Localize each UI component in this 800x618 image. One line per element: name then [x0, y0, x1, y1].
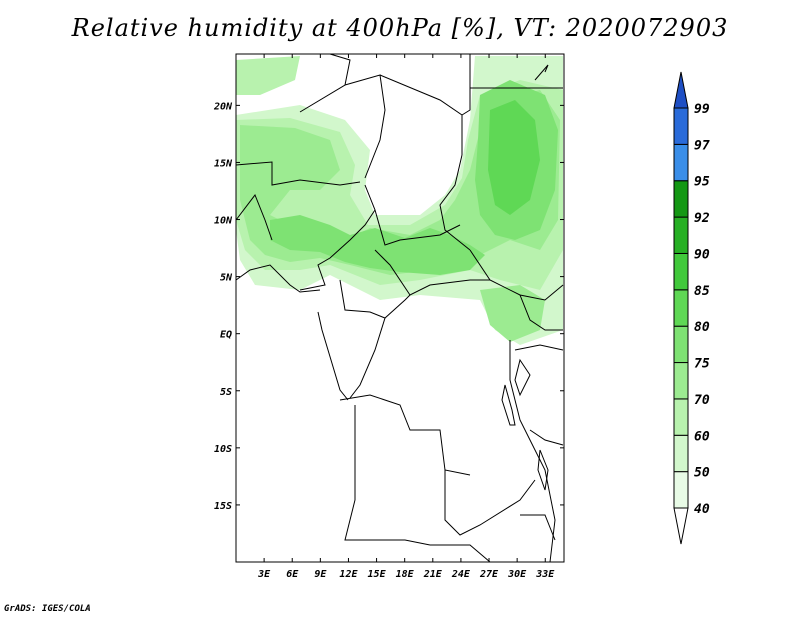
- colorbar-box: [673, 107, 689, 145]
- colorbar-boxes: [673, 71, 689, 545]
- border-east-lakes: [509, 340, 556, 563]
- border-mozambique: [520, 514, 556, 541]
- border-ghana-togo: [235, 193, 273, 241]
- border-niger-algeria: [299, 53, 351, 113]
- lat-label: 10N: [214, 216, 233, 227]
- border-namibia: [430, 544, 491, 563]
- colorbar-box: [673, 471, 689, 509]
- border-west-coast: [235, 264, 321, 293]
- border-lake-tanganyika: [501, 384, 516, 426]
- footer-credit: GrADS: IGES/COLA: [4, 604, 91, 614]
- lat-label: 10S: [214, 444, 232, 455]
- colorbar-box: [673, 362, 689, 400]
- colorbar-label: 40: [694, 502, 710, 517]
- colorbar-label: 99: [694, 102, 710, 117]
- colorbar-label: 97: [694, 138, 710, 153]
- lat-label: 20N: [213, 101, 233, 112]
- border-uganda: [514, 344, 564, 351]
- lon-label: 15E: [368, 569, 387, 580]
- colorbar-label: 80: [694, 320, 710, 335]
- lat-label: 5S: [220, 387, 232, 398]
- map-frame: [235, 53, 565, 563]
- border-red-sea: [534, 64, 549, 81]
- humidity-region-core: [270, 215, 485, 275]
- colorbar-label: 70: [694, 393, 710, 408]
- border-congo-drc: [349, 317, 386, 399]
- lon-label: 3E: [257, 569, 271, 580]
- border-chad-sudan: [439, 154, 471, 251]
- humidity-field: [236, 56, 563, 345]
- border-tanzania: [529, 429, 564, 446]
- colorbar-labels: 40 50 60 70 75 80 85 90 92 95 97 99: [694, 102, 710, 517]
- border-cameroon-gabon: [339, 279, 411, 319]
- border-gulf-guinea-coast: [317, 311, 349, 401]
- colorbar-label: 92: [694, 211, 710, 226]
- border-nigeria-niger: [235, 161, 361, 186]
- lon-label: 12E: [339, 569, 358, 580]
- lon-label: 33E: [535, 569, 555, 580]
- lon-tick-marks: [263, 54, 546, 562]
- colorbar-box: [673, 434, 689, 473]
- colorbar-box: [673, 216, 689, 254]
- humidity-region-northwest-tongue: [236, 56, 300, 95]
- colorbar-label: 90: [694, 247, 710, 262]
- border-kenya-uganda: [519, 294, 563, 331]
- lon-label: 9E: [314, 569, 327, 580]
- colorbar-under-triangle: [673, 507, 689, 545]
- lon-label: 24E: [451, 569, 471, 580]
- lon-label: 18E: [396, 569, 415, 580]
- lon-label: 27E: [479, 569, 499, 580]
- colorbar-label: 50: [694, 466, 710, 481]
- humidity-region-east-plume: [480, 285, 545, 342]
- colorbar-box: [673, 289, 689, 327]
- colorbar-box: [673, 325, 689, 364]
- chart-title: Relative humidity at 400hPa [%], VT: 202…: [71, 14, 729, 42]
- colorbar-label: 85: [694, 284, 710, 299]
- border-libya-chad: [379, 74, 463, 155]
- colorbar-over-triangle: [673, 71, 689, 109]
- border-chad-car: [374, 209, 461, 246]
- lat-label: EQ: [220, 330, 232, 341]
- lat-tick-marks: [236, 104, 564, 506]
- lon-label: 21E: [423, 569, 443, 580]
- border-lake-victoria: [514, 358, 531, 397]
- border-lake-malawi: [537, 449, 549, 491]
- lat-labels: 20N 15N 10N 5N EQ 5S 10S 15S: [213, 101, 233, 512]
- humidity-region-east-core: [488, 100, 540, 215]
- border-zambia: [444, 470, 536, 536]
- lat-label: 15N: [214, 158, 233, 169]
- country-borders: [235, 53, 564, 563]
- border-car-south: [374, 249, 490, 296]
- colorbar-label: 60: [694, 429, 710, 444]
- colorbar-box: [673, 398, 689, 436]
- lat-label: 15S: [214, 501, 232, 512]
- colorbar-box: [673, 143, 689, 182]
- colorbar-box: [673, 180, 689, 218]
- colorbar-label: 75: [694, 357, 710, 372]
- colorbar-box: [673, 252, 689, 291]
- border-angola-zambia: [344, 405, 431, 546]
- border-nigeria-cameroon: [299, 184, 376, 291]
- border-libya-niger: [344, 74, 386, 179]
- colorbar-label: 95: [694, 175, 710, 190]
- lon-labels: 3E 6E 9E 12E 15E 18E 21E 24E 27E 30E 33E: [257, 569, 555, 580]
- border-egypt-sudan: [461, 54, 563, 116]
- lon-label: 30E: [507, 569, 527, 580]
- lat-label: 5N: [220, 273, 233, 284]
- lon-label: 6E: [286, 569, 299, 580]
